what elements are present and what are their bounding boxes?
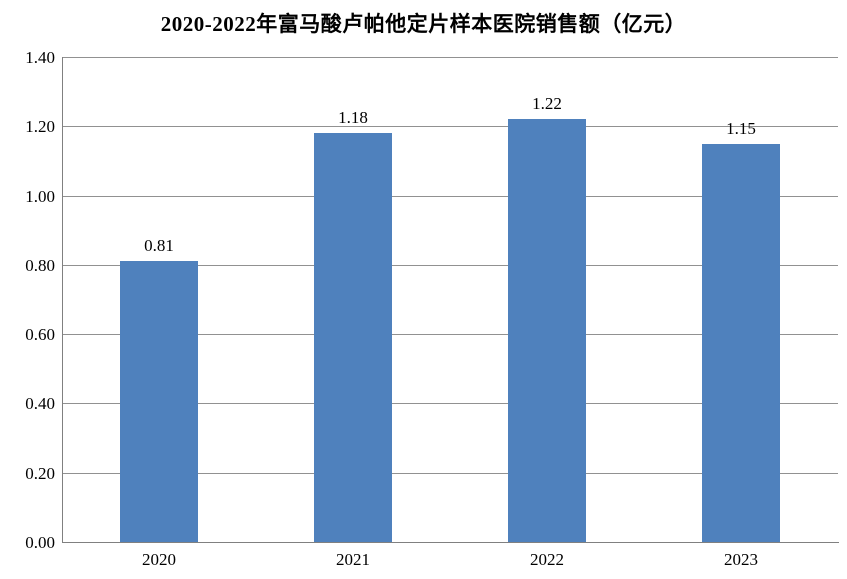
gridline	[62, 264, 838, 266]
bar-value-label: 1.18	[338, 108, 368, 128]
gridline	[62, 195, 838, 197]
x-tick-label: 2022	[530, 550, 564, 569]
y-tick-label: 0.80	[25, 255, 55, 275]
y-tick-label: 1.00	[25, 186, 55, 206]
y-tick-label: 1.40	[25, 48, 55, 67]
bar-2020	[120, 261, 198, 542]
gridline	[62, 57, 838, 58]
plot-area: 0.81 1.18 1.22 1.15	[62, 57, 838, 542]
bar-value-label: 0.81	[144, 236, 174, 256]
bar-value-label: 1.22	[532, 94, 562, 114]
x-tick-label: 2023	[724, 550, 758, 569]
y-tick-label: 0.00	[25, 533, 55, 552]
x-axis-line	[62, 542, 839, 543]
y-tick-label: 0.60	[25, 325, 55, 345]
gridline	[62, 472, 838, 474]
chart-title: 2020-2022年富马酸卢帕他定片样本医院销售额（亿元）	[160, 12, 687, 36]
x-tick-label: 2021	[336, 550, 370, 569]
y-axis-line	[62, 57, 63, 543]
gridline	[62, 403, 838, 405]
bar-value-label: 1.15	[726, 118, 756, 138]
x-tick-label: 2020	[142, 550, 176, 569]
bar-2023	[702, 143, 780, 542]
bar-2022	[508, 119, 586, 542]
gridline	[62, 334, 838, 336]
gridline	[62, 126, 838, 128]
y-tick-label: 0.40	[25, 394, 55, 414]
y-tick-label: 0.20	[25, 463, 55, 483]
y-tick-label: 1.20	[25, 117, 55, 137]
bar-2021	[314, 133, 392, 542]
